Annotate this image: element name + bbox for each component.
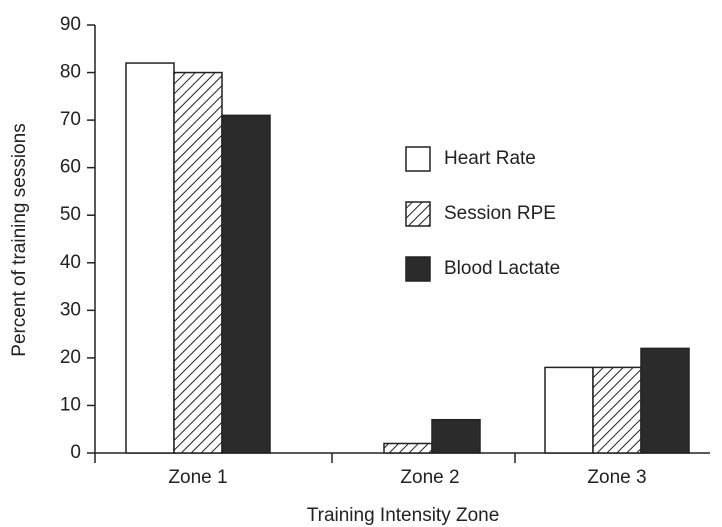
legend-label: Blood Lactate <box>444 258 560 279</box>
bar <box>431 418 481 454</box>
y-tick-label: 60 <box>60 157 81 178</box>
x-tick-label: Zone 1 <box>168 467 227 488</box>
x-tick-label: Zone 3 <box>587 467 646 488</box>
bar <box>125 62 175 454</box>
x-axis-label: Training Intensity Zone <box>307 505 500 526</box>
bar <box>544 366 594 454</box>
y-tick-label: 10 <box>60 394 81 415</box>
legend-swatch <box>405 256 431 282</box>
bar <box>173 71 223 454</box>
y-tick-label: 20 <box>60 347 81 368</box>
y-tick-label: 30 <box>60 299 81 320</box>
bar <box>640 347 690 454</box>
y-tick-label: 80 <box>60 62 81 83</box>
bar <box>221 114 271 454</box>
y-tick-label: 90 <box>60 14 81 35</box>
legend-swatch <box>405 146 431 172</box>
y-tick-label: 70 <box>60 109 81 130</box>
y-tick-label: 0 <box>70 442 81 463</box>
legend-label: Heart Rate <box>444 148 536 169</box>
legend-label: Session RPE <box>444 203 556 224</box>
x-tick-label: Zone 2 <box>400 467 459 488</box>
y-axis-label: Percent of training sessions <box>9 123 30 356</box>
bar <box>383 442 433 454</box>
y-tick-label: 50 <box>60 204 81 225</box>
legend-swatch <box>405 201 431 227</box>
bar <box>592 366 642 454</box>
y-tick-label: 40 <box>60 252 81 273</box>
